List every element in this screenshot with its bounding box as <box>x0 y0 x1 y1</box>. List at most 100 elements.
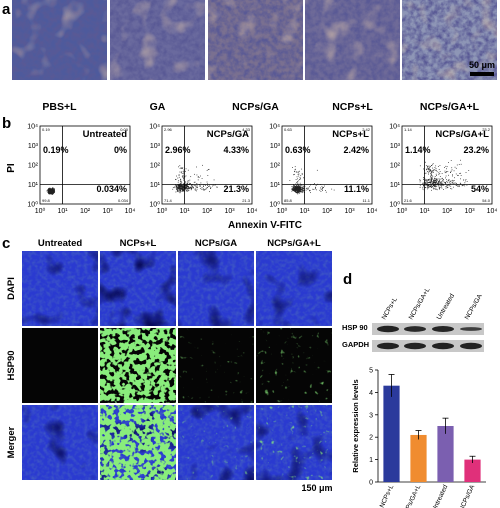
event-dot <box>454 177 456 179</box>
event-dot <box>297 178 299 180</box>
quadrant-count: 0.00 <box>120 127 129 132</box>
event-dot <box>49 193 51 195</box>
event-dot <box>312 188 314 190</box>
event-dot <box>438 181 440 182</box>
event-dot <box>52 187 53 189</box>
event-dot <box>308 190 310 192</box>
y-tick-label: 10¹ <box>270 182 281 189</box>
event-dot <box>298 189 299 191</box>
event-dot <box>289 180 291 181</box>
event-dot <box>423 189 425 191</box>
event-dot <box>299 191 301 193</box>
event-dot <box>448 174 449 176</box>
event-dot <box>460 172 462 174</box>
event-dot <box>425 187 427 189</box>
event-dot <box>47 191 49 193</box>
event-dot <box>432 180 434 182</box>
tissue-stain <box>402 0 497 80</box>
event-dot <box>187 185 188 187</box>
event-dot <box>448 181 450 183</box>
event-dot <box>48 193 50 194</box>
event-dot <box>176 184 178 186</box>
event-dot <box>292 188 294 190</box>
event-dot <box>439 181 441 183</box>
event-dot <box>294 169 296 171</box>
event-dot <box>172 187 174 189</box>
event-dot <box>447 179 449 181</box>
x-tick-label: 10⁰ <box>35 207 46 215</box>
event-dot <box>182 175 184 176</box>
event-dot <box>293 185 295 186</box>
event-dot <box>423 179 424 180</box>
event-dot <box>435 180 437 181</box>
event-dot <box>440 183 442 185</box>
event-dot <box>444 172 446 174</box>
event-dot <box>49 189 51 191</box>
event-dot <box>176 186 178 188</box>
event-dot <box>436 179 437 181</box>
event-dot <box>435 181 436 183</box>
event-dot <box>419 185 421 187</box>
event-dot <box>294 191 296 193</box>
event-dot <box>432 175 434 177</box>
event-dot <box>186 187 187 189</box>
event-dot <box>210 187 212 189</box>
event-dot <box>307 188 309 190</box>
event-dot <box>50 190 52 192</box>
event-dot <box>431 185 433 187</box>
event-dot <box>197 186 198 188</box>
event-dot <box>434 169 436 170</box>
event-dot <box>300 189 302 191</box>
event-dot <box>294 185 295 187</box>
event-dot <box>440 178 442 180</box>
event-dot <box>293 186 295 187</box>
x-tick-label: 10⁴ <box>487 208 498 215</box>
event-dot <box>430 170 431 171</box>
event-dot <box>51 191 52 193</box>
event-dot <box>186 183 188 184</box>
event-dot <box>300 187 301 189</box>
event-dot <box>440 182 442 184</box>
event-dot <box>316 169 318 171</box>
event-dot <box>438 182 440 183</box>
x-tick-label: 10⁴ <box>125 208 136 215</box>
event-dot <box>293 190 294 192</box>
event-dot <box>439 186 441 188</box>
event-dot <box>426 180 428 182</box>
event-dot <box>182 189 184 191</box>
event-dot <box>424 187 426 188</box>
event-dot <box>48 192 50 194</box>
event-dot <box>434 176 436 177</box>
event-dot <box>296 188 298 190</box>
event-dot <box>446 166 448 168</box>
quadrant-percent: 23.2% <box>463 145 489 155</box>
event-dot <box>448 178 450 180</box>
event-dot <box>438 183 440 185</box>
event-dot <box>175 178 176 180</box>
event-dot <box>297 189 299 190</box>
image-label: GA <box>150 101 166 113</box>
event-dot <box>446 168 447 170</box>
scale-bar <box>306 496 328 500</box>
event-dot <box>184 181 186 183</box>
event-dot <box>184 176 186 178</box>
event-dot <box>454 166 456 168</box>
event-dot <box>197 179 199 181</box>
event-dot <box>435 182 437 184</box>
event-dot <box>435 165 437 167</box>
quadrant-count: 0.034 <box>118 198 129 203</box>
event-dot <box>303 189 305 191</box>
event-dot <box>322 187 324 189</box>
event-dot <box>426 168 428 170</box>
plot-title: Untreated <box>83 129 128 140</box>
event-dot <box>299 177 301 178</box>
event-dot <box>195 186 197 188</box>
event-dot <box>429 182 431 183</box>
event-dot <box>52 188 54 190</box>
event-dot <box>300 190 302 192</box>
event-dot <box>464 185 466 187</box>
event-dot <box>428 187 429 189</box>
event-dot <box>298 186 300 188</box>
event-dot <box>206 170 208 171</box>
event-dot <box>179 192 181 194</box>
